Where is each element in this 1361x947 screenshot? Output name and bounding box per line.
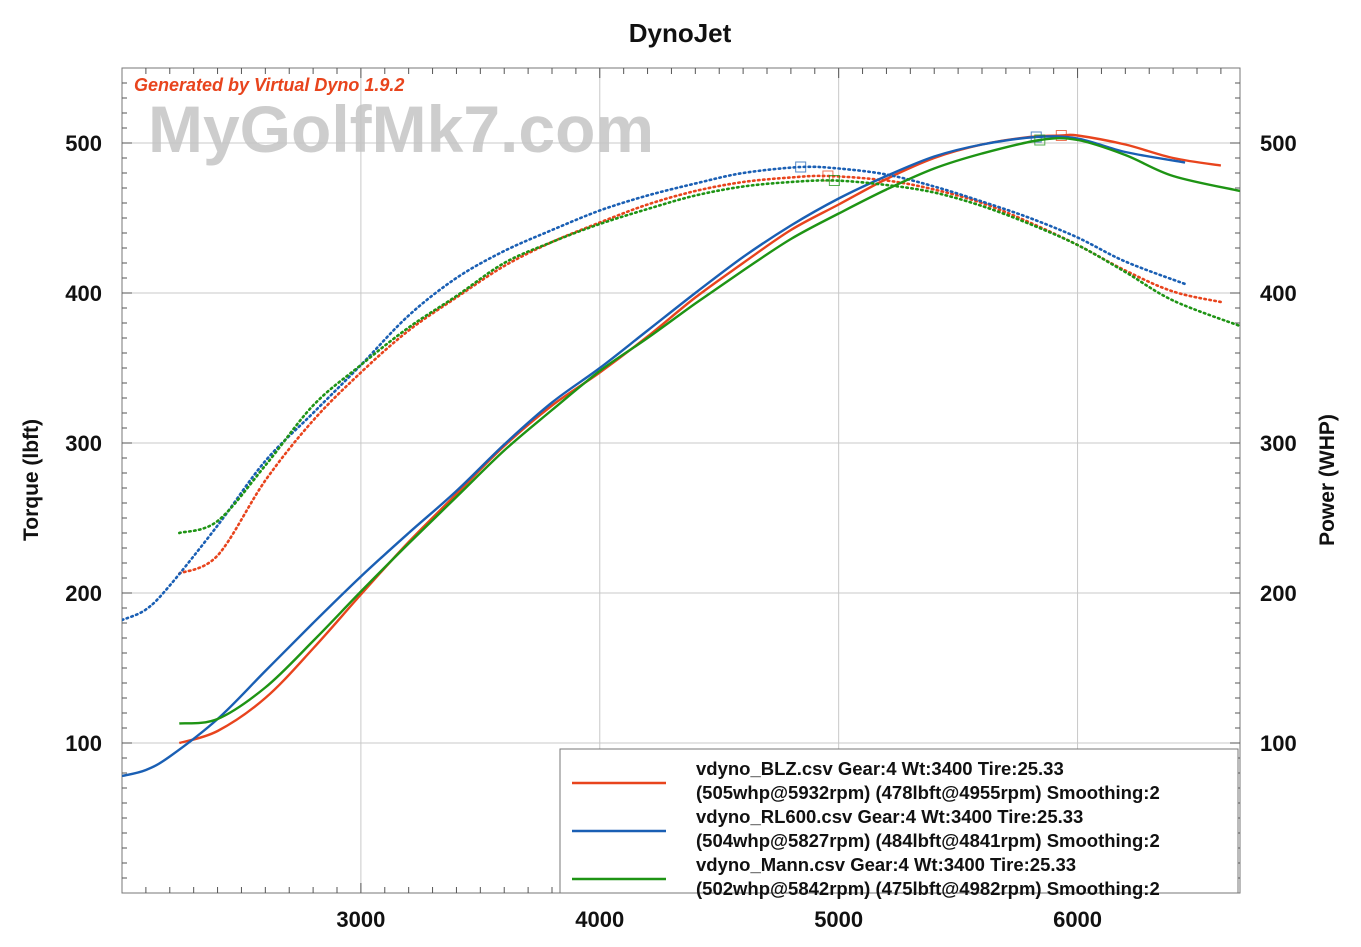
y-left-tick-label: 500 bbox=[65, 131, 102, 156]
generated-by-note: Generated by Virtual Dyno 1.9.2 bbox=[134, 75, 404, 95]
legend-box bbox=[559, 748, 1239, 894]
x-tick-label: 4000 bbox=[575, 907, 624, 932]
torque-line-series-2 bbox=[122, 165, 1187, 622]
power-peak-marker-series-3 bbox=[1034, 134, 1046, 146]
x-tick-label: 6000 bbox=[1053, 907, 1102, 932]
y-axis-right-label: Power (WHP) bbox=[1316, 414, 1339, 546]
y-left-tick-label: 300 bbox=[65, 431, 102, 456]
torque-line-series-3 bbox=[178, 179, 1240, 535]
y-left-tick-label: 400 bbox=[65, 281, 102, 306]
y-right-tick-label: 400 bbox=[1260, 281, 1297, 306]
legend-entry-detail-series-2: (504whp@5827rpm) (484lbft@4841rpm) Smoot… bbox=[696, 830, 1160, 851]
y-right-tick-label: 200 bbox=[1260, 581, 1297, 606]
legend: vdyno_BLZ.csv Gear:4 Wt:3400 Tire:25.33 (… bbox=[559, 748, 1239, 899]
torque-peak-marker-series-3 bbox=[828, 175, 840, 186]
chart-title: DynoJet bbox=[629, 18, 732, 48]
legend-entry-series-1: vdyno_BLZ.csv Gear:4 Wt:3400 Tire:25.33 bbox=[696, 758, 1064, 779]
y-right-tick-label: 300 bbox=[1260, 431, 1297, 456]
power-line-series-1 bbox=[178, 133, 1222, 745]
curves-group bbox=[122, 130, 1240, 778]
x-tick-label: 5000 bbox=[814, 907, 863, 932]
power-line-series-3 bbox=[179, 137, 1240, 725]
power-line-series-2 bbox=[122, 135, 1186, 778]
legend-entry-detail-series-1: (505whp@5932rpm) (478lbft@4955rpm) Smoot… bbox=[696, 782, 1160, 803]
legend-entry-detail-series-3: (502whp@5842rpm) (475lbft@4982rpm) Smoot… bbox=[696, 878, 1160, 899]
legend-entry-series-3: vdyno_Mann.csv Gear:4 Wt:3400 Tire:25.33 bbox=[696, 854, 1076, 875]
y-left-tick-label: 200 bbox=[65, 581, 102, 606]
y-axis-left-label: Torque (lbft) bbox=[20, 419, 43, 541]
watermark-text: MyGolfMk7.com bbox=[148, 92, 654, 166]
power-peak-marker-series-2 bbox=[1030, 131, 1042, 143]
torque-peak-marker-series-2 bbox=[795, 161, 807, 173]
y-right-tick-label: 500 bbox=[1260, 131, 1297, 156]
y-left-tick-label: 100 bbox=[65, 731, 102, 756]
y-right-tick-label: 100 bbox=[1260, 731, 1297, 756]
legend-entry-series-2: vdyno_RL600.csv Gear:4 Wt:3400 Tire:25.3… bbox=[696, 806, 1083, 827]
x-tick-label: 3000 bbox=[336, 907, 385, 932]
